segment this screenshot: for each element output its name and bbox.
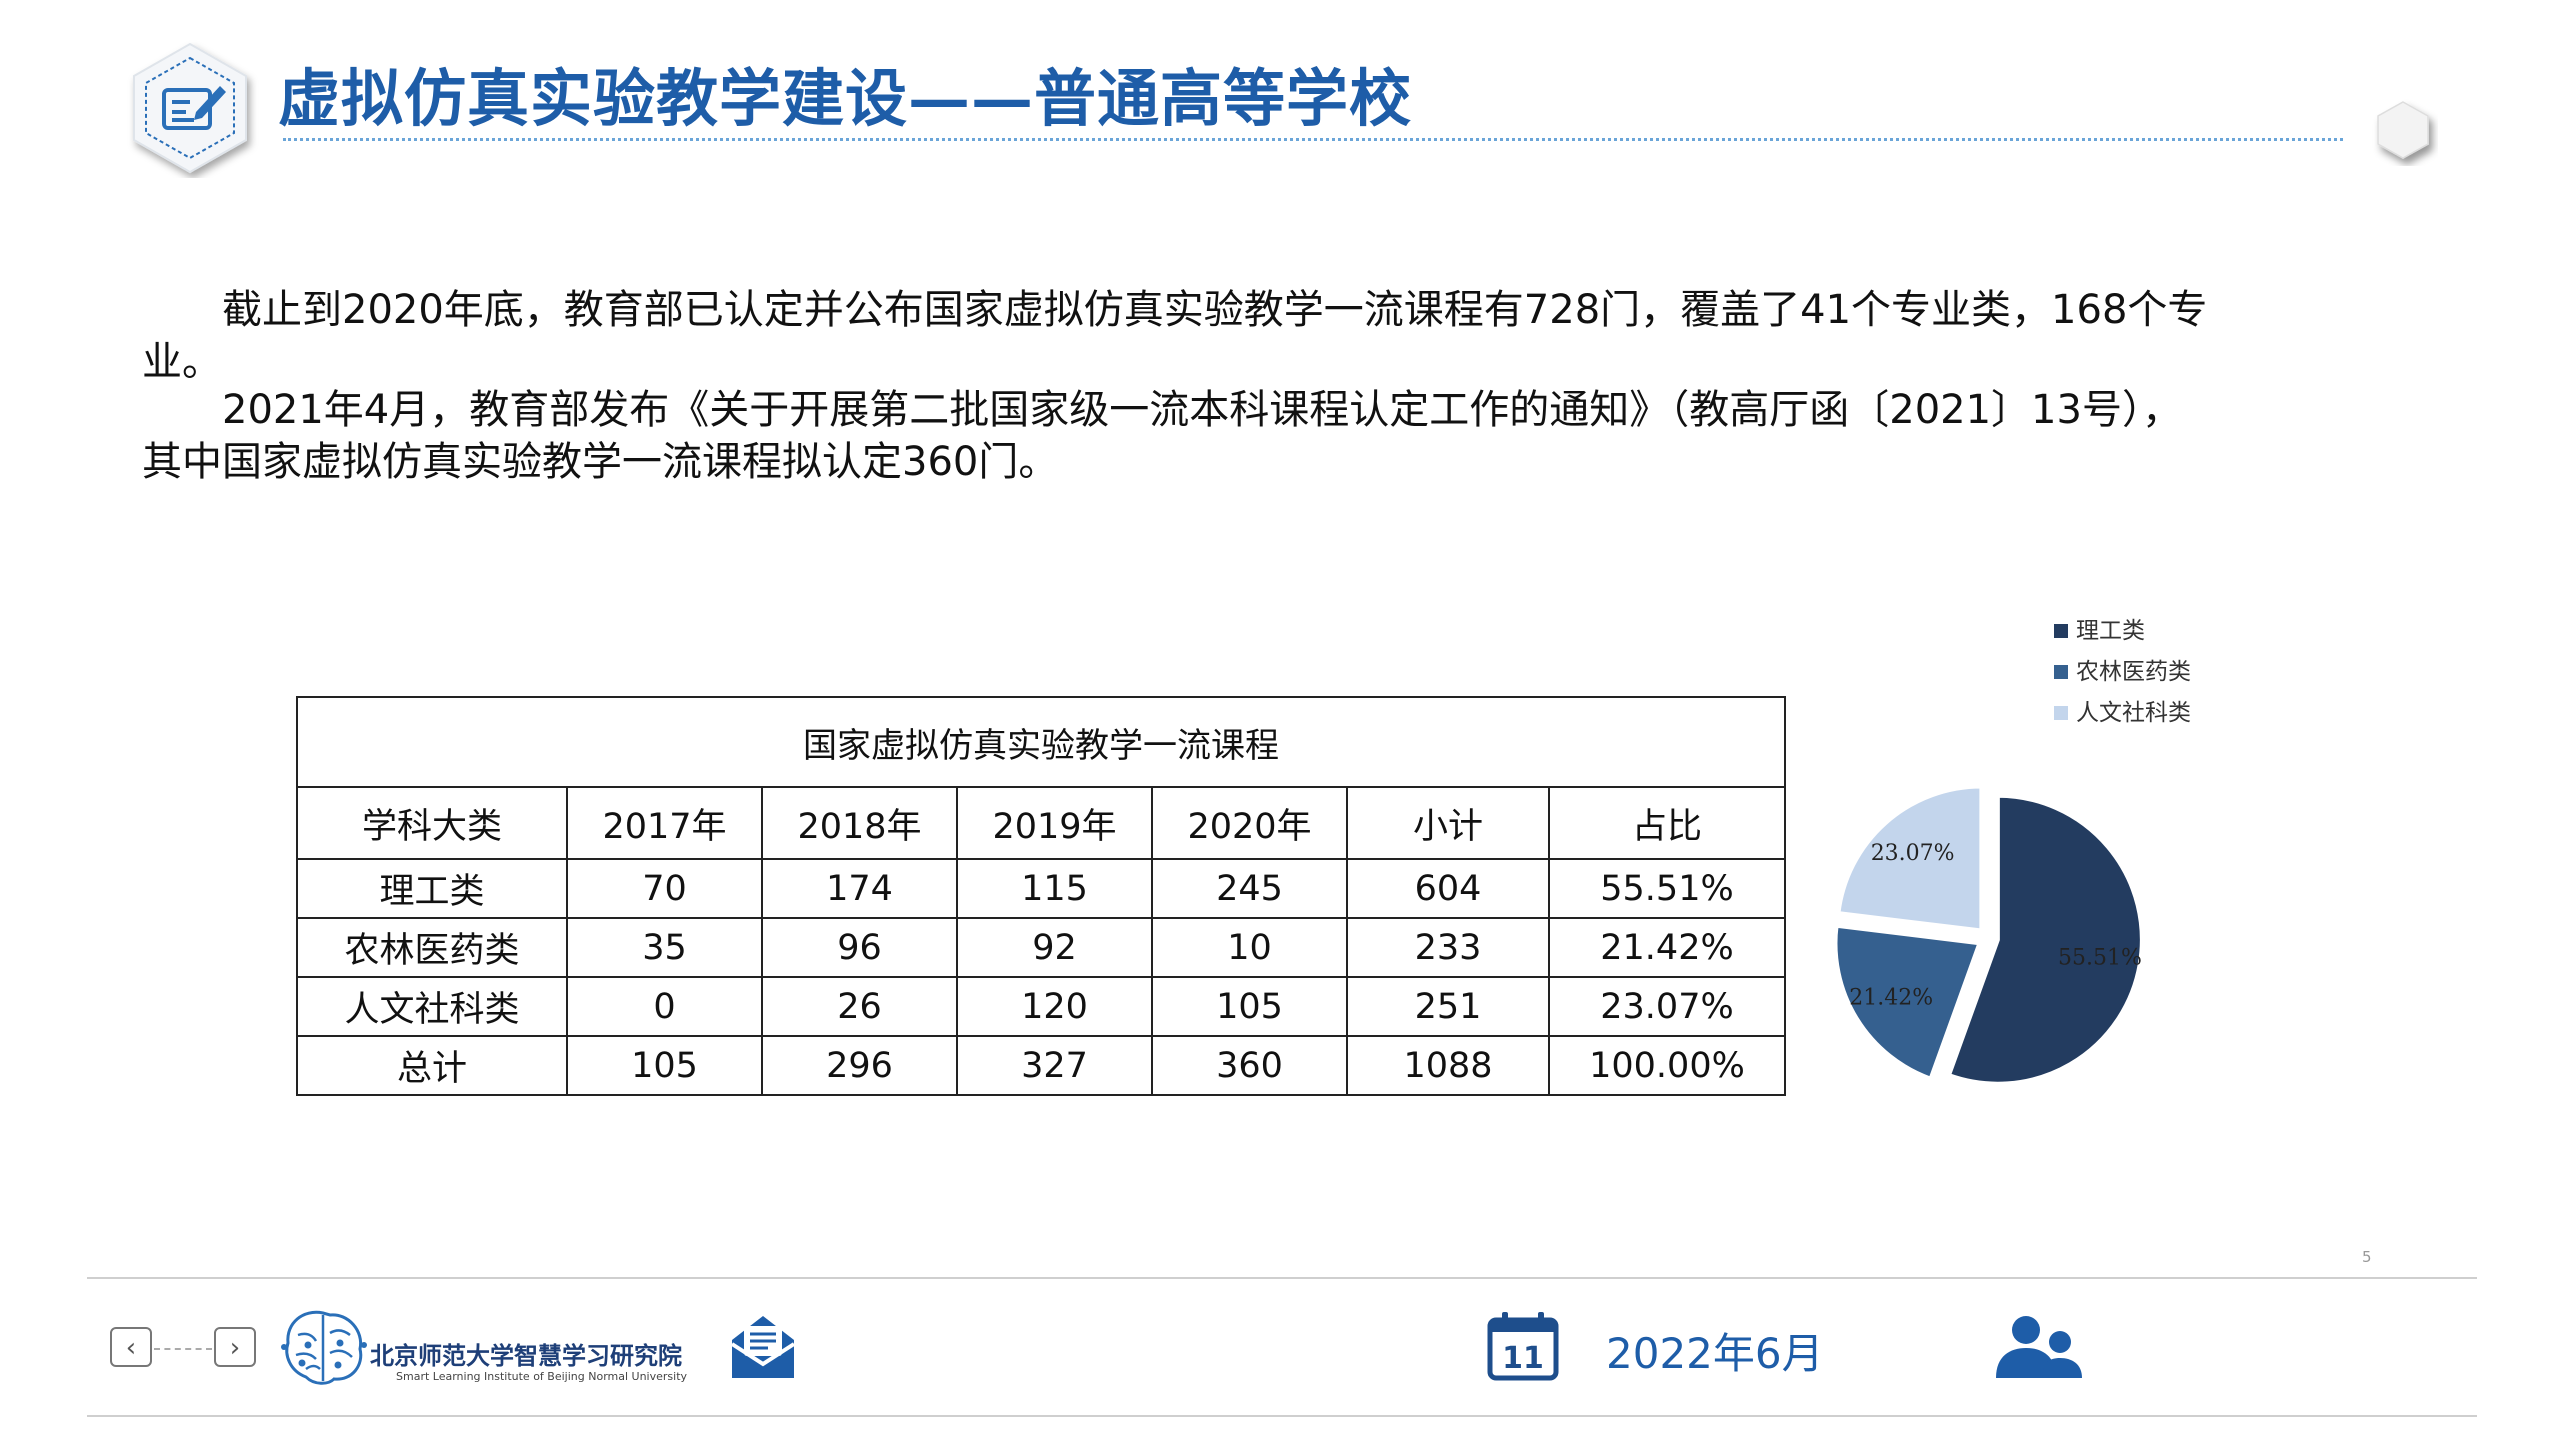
table-cell: 251	[1346, 976, 1550, 1037]
table-header-cell: 2019年	[956, 786, 1153, 860]
legend-swatch	[2054, 706, 2068, 720]
table-cell: 1088	[1346, 1035, 1550, 1096]
edit-document-icon	[133, 42, 247, 174]
table-cell: 总计	[296, 1035, 568, 1096]
table-cell: 105	[1151, 976, 1348, 1037]
page-number: 5	[2362, 1248, 2372, 1266]
calendar-day: 11	[1502, 1341, 1544, 1376]
pie-data-label: 23.07%	[1871, 841, 1955, 866]
table-cell: 233	[1346, 917, 1550, 978]
paragraph-1-continued: 业。	[142, 339, 222, 385]
table-cell: 21.42%	[1548, 917, 1786, 978]
table-row: 理工类 70 174 115 245 604 55.51%	[296, 858, 1786, 919]
table-cell: 23.07%	[1548, 976, 1786, 1037]
table-cell: 10	[1151, 917, 1348, 978]
table-total-row: 总计 105 296 327 360 1088 100.00%	[296, 1035, 1786, 1096]
table-cell: 360	[1151, 1035, 1348, 1096]
legend-label: 农林医药类	[2076, 659, 2191, 685]
table-cell: 327	[956, 1035, 1153, 1096]
pie-slice	[1833, 923, 1983, 1082]
table-cell: 70	[566, 858, 763, 919]
table-cell: 96	[761, 917, 958, 978]
table-header-cell: 小计	[1346, 786, 1550, 860]
table-cell: 174	[761, 858, 958, 919]
table-cell: 0	[566, 976, 763, 1037]
table-row: 人文社科类 0 26 120 105 251 23.07%	[296, 976, 1786, 1037]
table-cell: 604	[1346, 858, 1550, 919]
table-cell: 100.00%	[1548, 1035, 1786, 1096]
table-header-cell: 学科大类	[296, 786, 568, 860]
table-cell: 35	[566, 917, 763, 978]
table-cell: 115	[956, 858, 1153, 919]
mail-icon[interactable]	[728, 1310, 798, 1382]
footer-date: 2022年6月	[1606, 1329, 1824, 1378]
legend-label: 人文社科类	[2076, 700, 2191, 726]
course-table: 国家虚拟仿真实验教学一流课程 学科大类 2017年 2018年 2019年 20…	[296, 696, 1786, 1096]
table-cell: 296	[761, 1035, 958, 1096]
table-cell: 农林医药类	[296, 917, 568, 978]
next-slide-button[interactable]: ›	[214, 1327, 256, 1367]
pie-data-label: 55.51%	[2058, 946, 2142, 971]
table-header-row: 学科大类 2017年 2018年 2019年 2020年 小计 占比	[296, 786, 1786, 860]
pie-data-label: 21.42%	[1849, 986, 1933, 1011]
paragraph-2-continued: 其中国家虚拟仿真实验教学一流课程拟认定360门。	[142, 439, 1059, 485]
institute-name-en: Smart Learning Institute of Beijing Norm…	[396, 1370, 688, 1383]
table-header-cell: 占比	[1548, 786, 1786, 860]
table-cell: 92	[956, 917, 1153, 978]
table-header-cell: 2020年	[1151, 786, 1348, 860]
footer-divider-bottom	[87, 1415, 2477, 1417]
table-cell: 人文社科类	[296, 976, 568, 1037]
table-cell: 理工类	[296, 858, 568, 919]
table-row: 农林医药类 35 96 92 10 233 21.42%	[296, 917, 1786, 978]
brain-logo	[281, 1310, 367, 1385]
nav-connector	[154, 1348, 212, 1350]
prev-slide-button[interactable]: ‹	[110, 1327, 152, 1367]
legend-swatch	[2054, 624, 2068, 638]
table-cell: 105	[566, 1035, 763, 1096]
title-divider	[283, 138, 2343, 141]
users-icon	[1996, 1316, 2082, 1378]
legend-swatch	[2054, 665, 2068, 679]
pie-slice	[1836, 784, 1984, 933]
table-cell: 55.51%	[1548, 858, 1786, 919]
table-caption: 国家虚拟仿真实验教学一流课程	[296, 696, 1786, 788]
calendar-icon: 11	[1487, 1312, 1559, 1381]
table-cell: 120	[956, 976, 1153, 1037]
paragraph-2: 2021年4月，教育部发布《关于开展第二批国家级一流本科课程认定工作的通知》（教…	[222, 387, 2182, 433]
page-title: 虚拟仿真实验教学建设——普通高等学校	[278, 62, 1413, 135]
table-cell: 245	[1151, 858, 1348, 919]
institute-name: 北京师范大学智慧学习研究院	[370, 1342, 682, 1370]
paragraph-1: 截止到2020年底，教育部已认定并公布国家虚拟仿真实验教学一流课程有728门，覆…	[222, 287, 2208, 333]
table-cell: 26	[761, 976, 958, 1037]
legend-label: 理工类	[2076, 618, 2145, 644]
hexagon-decoration-icon	[2377, 101, 2429, 159]
table-header-cell: 2018年	[761, 786, 958, 860]
footer-divider-top	[87, 1277, 2477, 1279]
pie-slice	[1946, 793, 2144, 1086]
table-header-cell: 2017年	[566, 786, 763, 860]
